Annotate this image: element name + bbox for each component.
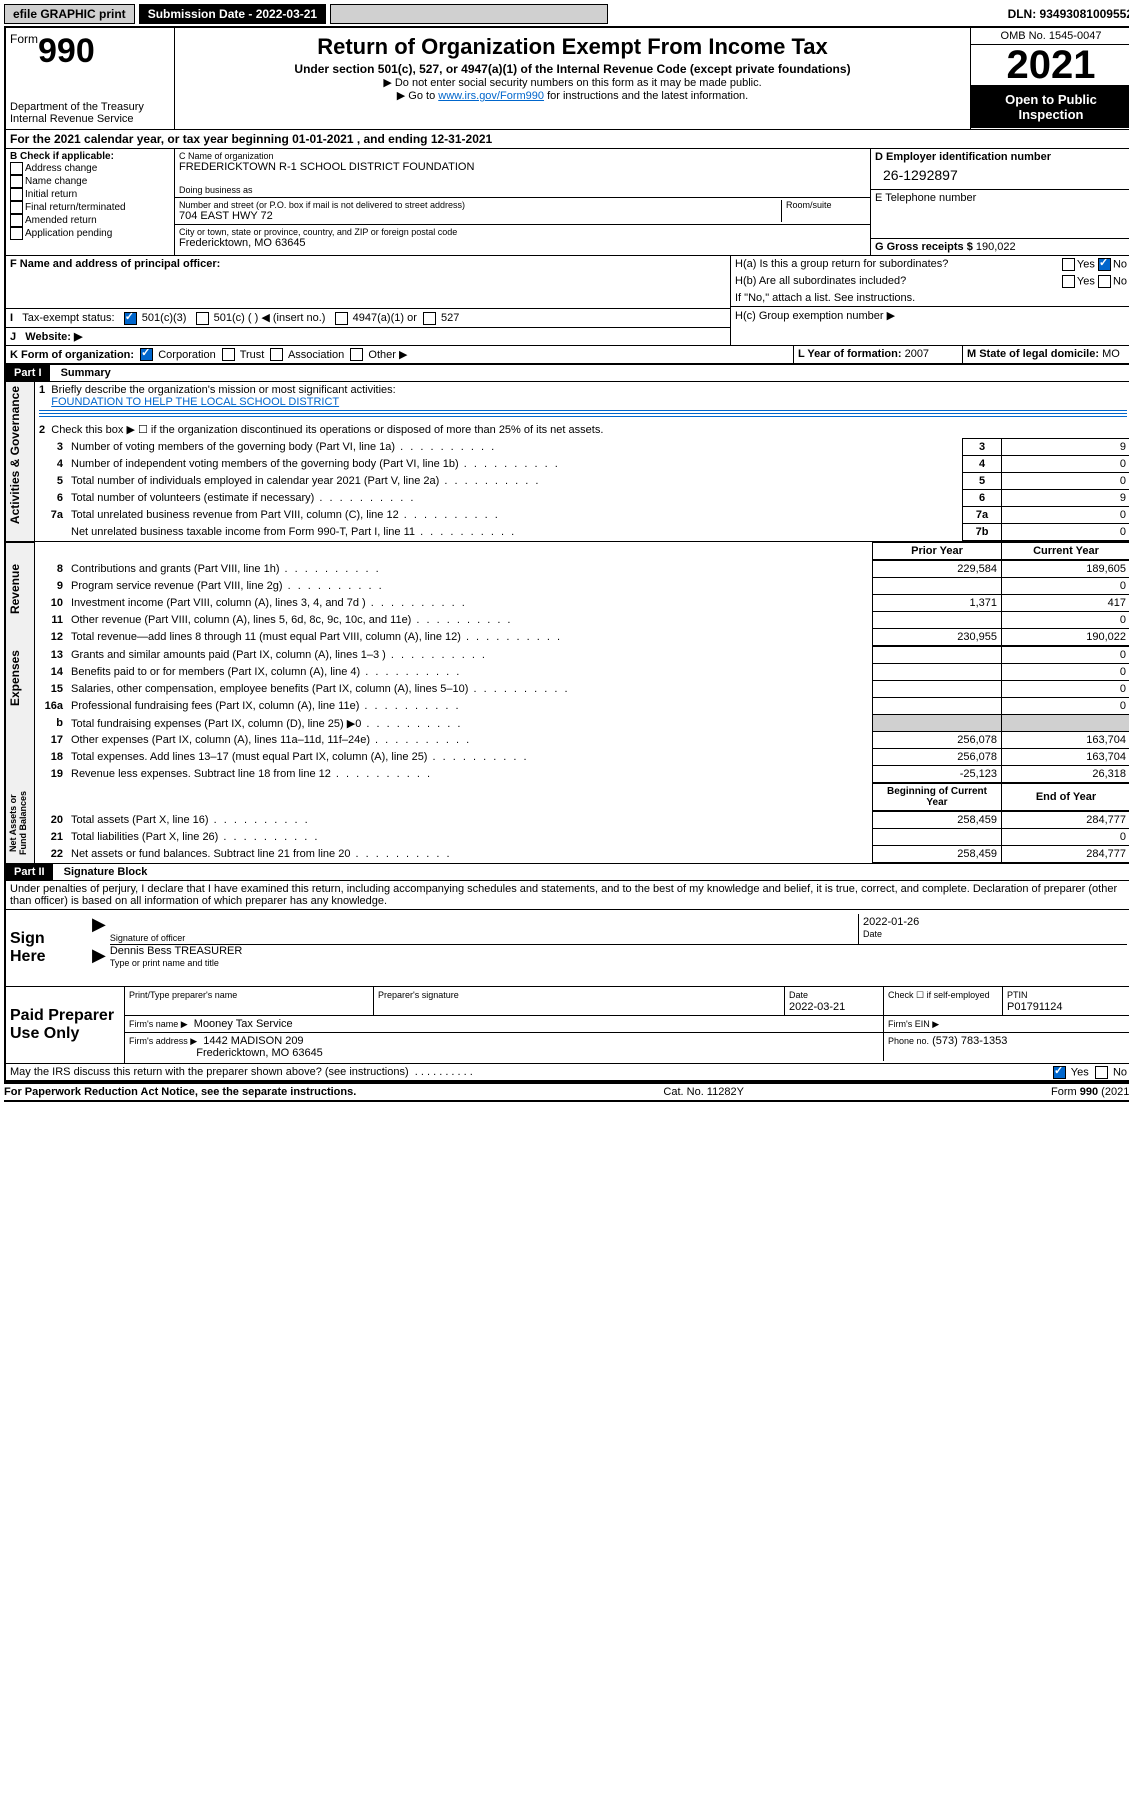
- top-toolbar: efile GRAPHIC print Submission Date - 20…: [4, 4, 1129, 24]
- firm-addr1: 1442 MADISON 209: [203, 1035, 303, 1047]
- exp-side-label: Expenses: [6, 646, 24, 710]
- paperwork-notice: For Paperwork Reduction Act Notice, see …: [4, 1086, 356, 1098]
- part1-header: Part I: [6, 365, 50, 381]
- firm-addr2: Fredericktown, MO 63645: [196, 1047, 323, 1059]
- state-domicile: MO: [1102, 348, 1120, 360]
- sig-date: 2022-01-26: [863, 916, 1123, 928]
- h-b-label: H(b) Are all subordinates included?: [735, 275, 906, 287]
- gross-receipts: 190,022: [976, 241, 1016, 253]
- form-subtitle: Under section 501(c), 527, or 4947(a)(1)…: [179, 62, 966, 76]
- org-street: 704 EAST HWY 72: [179, 210, 781, 222]
- section-c: C Name of organization FREDERICKTOWN R-1…: [175, 149, 870, 255]
- dln-label: DLN: 93493081009552: [1008, 7, 1129, 21]
- h-c-label: H(c) Group exemption number ▶: [735, 310, 895, 322]
- blank-button: [330, 4, 608, 24]
- corp-checkbox[interactable]: [140, 348, 153, 361]
- form-number: 990: [38, 32, 95, 70]
- rev-side-label: Revenue: [6, 560, 24, 618]
- h-a-label: H(a) Is this a group return for subordin…: [735, 258, 948, 270]
- section-f-label: F Name and address of principal officer:: [10, 258, 220, 270]
- submission-date-button[interactable]: Submission Date - 2022-03-21: [139, 4, 326, 24]
- section-b: B Check if applicable: Address change Na…: [6, 149, 175, 255]
- dept-label: Department of the Treasury: [10, 101, 170, 113]
- h-a-no-checkbox[interactable]: [1098, 258, 1111, 271]
- firm-name: Mooney Tax Service: [194, 1018, 293, 1030]
- form-word: Form: [10, 32, 38, 46]
- ag-side-label: Activities & Governance: [6, 382, 24, 528]
- ein-value: 26-1292897: [875, 163, 1127, 187]
- part2-header: Part II: [6, 864, 53, 880]
- tax-year: 2021: [971, 45, 1129, 86]
- section-d-e-g: D Employer identification number 26-1292…: [870, 149, 1129, 255]
- expenses-table: 13Grants and similar amounts paid (Part …: [35, 646, 1129, 783]
- mission-text: FOUNDATION TO HELP THE LOCAL SCHOOL DIST…: [51, 396, 339, 408]
- discuss-yes-checkbox[interactable]: [1053, 1066, 1066, 1079]
- part1-title: Summary: [53, 365, 119, 381]
- 501c-checkbox[interactable]: [196, 312, 209, 325]
- form-footer: Form 990 (2021): [1051, 1086, 1129, 1098]
- year-formation: 2007: [905, 348, 929, 360]
- ptin-value: P01791124: [1007, 1001, 1062, 1013]
- irs-link[interactable]: www.irs.gov/Form990: [438, 90, 544, 102]
- form-title: Return of Organization Exempt From Incom…: [179, 34, 966, 60]
- paid-preparer-label: Paid Preparer Use Only: [6, 987, 125, 1063]
- form-container: Form990 Department of the Treasury Inter…: [4, 26, 1129, 1082]
- open-public-label: Open to Public Inspection: [971, 86, 1129, 128]
- ag-table: 3Number of voting members of the governi…: [35, 438, 1129, 541]
- form-note1: ▶ Do not enter social security numbers o…: [179, 76, 966, 89]
- 527-checkbox[interactable]: [423, 312, 436, 325]
- firm-phone: (573) 783-1353: [932, 1035, 1007, 1047]
- revenue-table: 8Contributions and grants (Part VIII, li…: [35, 560, 1129, 646]
- net-side-label: Net Assets or Fund Balances: [6, 783, 30, 863]
- form-header: Form990 Department of the Treasury Inter…: [6, 28, 1129, 130]
- cat-no: Cat. No. 11282Y: [663, 1086, 744, 1098]
- officer-name: Dennis Bess TREASURER: [110, 945, 1127, 957]
- sig-arrow-icon: ▶: [88, 914, 110, 945]
- efile-button[interactable]: efile GRAPHIC print: [4, 4, 135, 24]
- form-note2: ▶ Go to www.irs.gov/Form990 for instruct…: [179, 89, 966, 102]
- irs-label: Internal Revenue Service: [10, 113, 170, 125]
- declaration-text: Under penalties of perjury, I declare th…: [6, 881, 1129, 909]
- 4947-checkbox[interactable]: [335, 312, 348, 325]
- org-city: Fredericktown, MO 63645: [179, 237, 866, 249]
- sign-here-label: Sign Here: [6, 910, 84, 986]
- preparer-date: 2022-03-21: [789, 1001, 845, 1013]
- net-assets-table: 20Total assets (Part X, line 16)258,4592…: [35, 811, 1129, 863]
- org-name: FREDERICKTOWN R-1 SCHOOL DISTRICT FOUNDA…: [179, 161, 866, 173]
- part2-title: Signature Block: [56, 864, 156, 880]
- line-a: For the 2021 calendar year, or tax year …: [6, 130, 1129, 149]
- 501c3-checkbox[interactable]: [124, 312, 137, 325]
